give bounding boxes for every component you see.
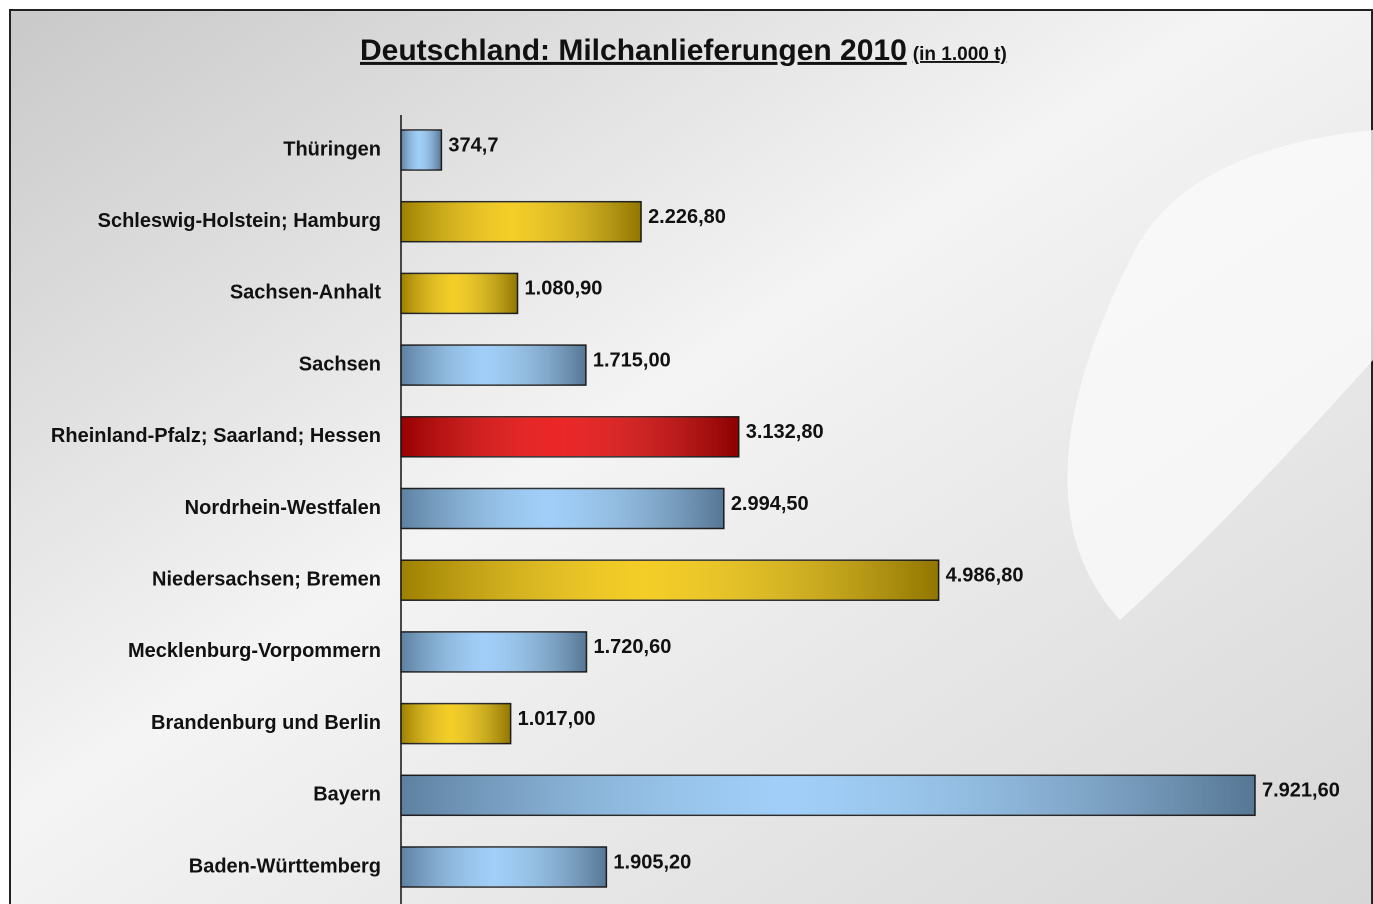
- bar-shade: [401, 202, 641, 242]
- category-label: Bayern: [313, 784, 381, 806]
- value-label: 1.715,00: [593, 349, 671, 371]
- value-label: 2.226,80: [648, 206, 726, 228]
- value-label: 1.905,20: [613, 851, 691, 873]
- category-label: Sachsen-Anhalt: [230, 282, 381, 304]
- bar-shade: [401, 273, 518, 313]
- category-label: Mecklenburg-Vorpommern: [128, 640, 381, 662]
- bar-shade: [401, 775, 1255, 815]
- value-label: 1.017,00: [518, 708, 596, 730]
- bar-shade: [401, 489, 724, 529]
- bar-shade: [401, 560, 939, 600]
- bar-shade: [401, 417, 739, 457]
- bar-shade: [401, 345, 586, 385]
- chart: Deutschland: Milchanlieferungen 2010 (in…: [0, 0, 1373, 904]
- bar-shade: [401, 130, 441, 170]
- category-label: Niedersachsen; Bremen: [152, 568, 381, 590]
- chart-title: Deutschland: Milchanlieferungen 2010: [360, 34, 907, 67]
- value-label: 1.720,60: [593, 636, 671, 658]
- category-label: Thüringen: [283, 138, 381, 160]
- category-label: Nordrhein-Westfalen: [185, 497, 381, 519]
- bar-shade: [401, 847, 606, 887]
- category-label: Schleswig-Holstein; Hamburg: [98, 210, 381, 232]
- chart-subtitle: (in 1.000 t): [913, 44, 1007, 65]
- value-label: 2.994,50: [731, 493, 809, 515]
- category-label: Rheinland-Pfalz; Saarland; Hessen: [51, 425, 381, 447]
- value-label: 1.080,90: [525, 278, 603, 300]
- category-label: Sachsen: [299, 353, 381, 375]
- category-label: Brandenburg und Berlin: [151, 712, 381, 734]
- category-label: Baden-Württemberg: [189, 855, 381, 877]
- value-label: 7.921,60: [1262, 780, 1340, 802]
- value-label: 3.132,80: [746, 421, 824, 443]
- bar-shade: [401, 632, 586, 672]
- value-label: 374,7: [448, 134, 498, 156]
- bar-shade: [401, 704, 511, 744]
- value-label: 4.986,80: [946, 564, 1024, 586]
